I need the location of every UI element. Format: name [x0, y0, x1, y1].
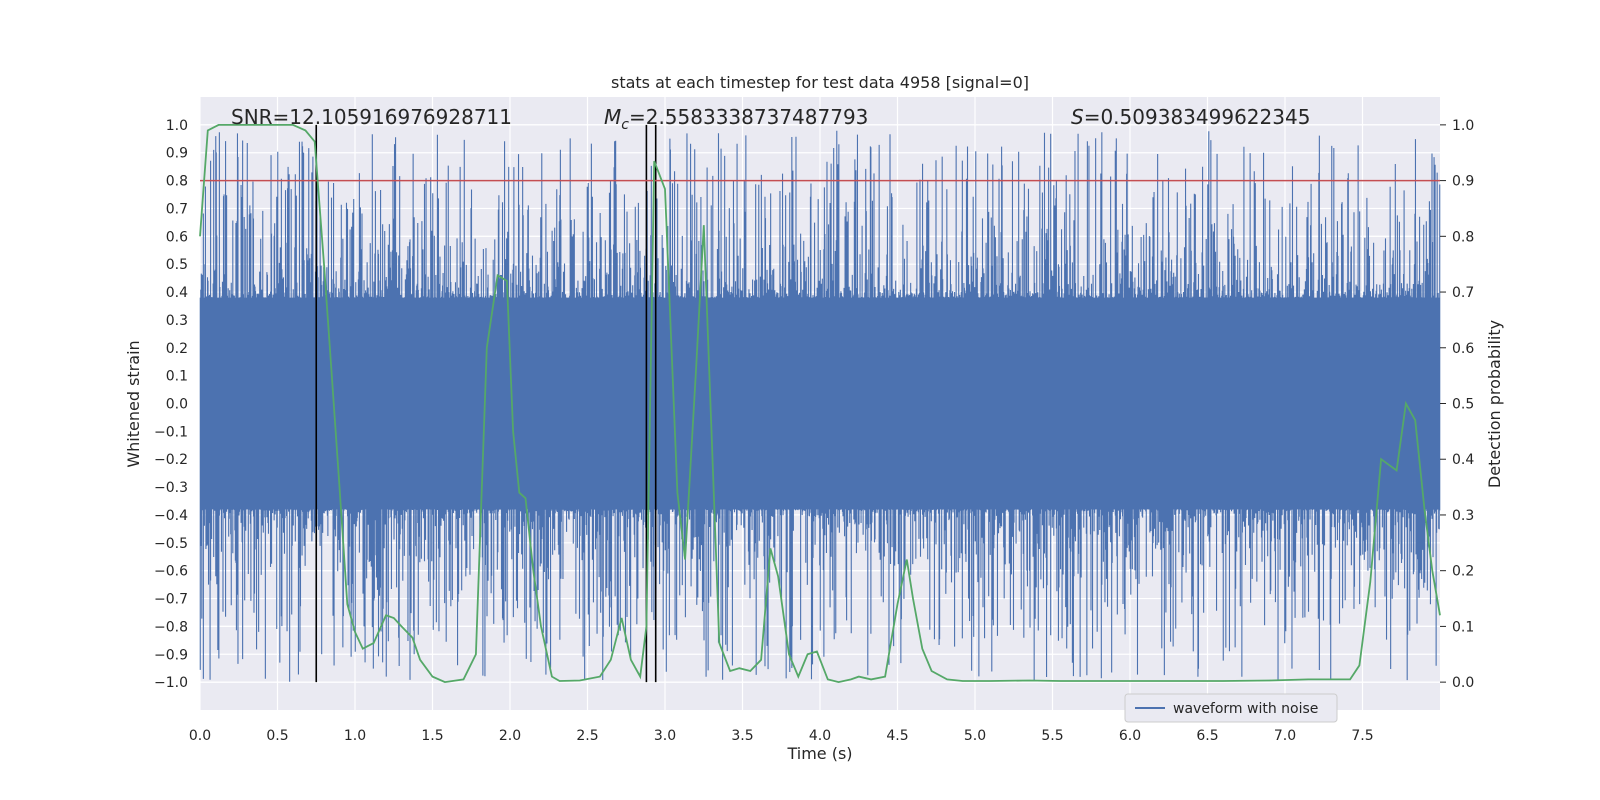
x-tick-label: 6.0 — [1119, 728, 1141, 744]
x-tick-labels: 0.0 0.5 1.0 1.5 2.0 2.5 3.0 3.5 4.0 4.5 5.0 5.5 6.0 6… — [189, 728, 1374, 744]
y-left-tick-label: −0.4 — [154, 508, 188, 524]
y-left-tick-label: 0.2 — [166, 341, 188, 357]
x-tick-label: 3.5 — [731, 728, 753, 744]
y-left-tick-label: −0.9 — [154, 647, 188, 663]
y-left-tick-labels: 1.0 0.9 0.8 0.7 0.6 0.5 0.4 0.3 0.2 0.1 0.0 −0.1 −0.… — [154, 118, 188, 691]
s-symbol: S — [1071, 105, 1084, 129]
x-tick-label: 1.0 — [344, 728, 366, 744]
y-left-tick-label: −0.7 — [154, 592, 188, 608]
y-left-tick-label: −0.2 — [154, 452, 188, 468]
chirp-mass-symbol: M — [604, 105, 621, 129]
x-tick-label: 7.5 — [1351, 728, 1373, 744]
y-left-tick-label: −1.0 — [154, 675, 188, 691]
chart-title: stats at each timestep for test data 495… — [611, 73, 1029, 92]
s-annotation: S=0.509383499622345 — [1071, 105, 1310, 129]
y-right-tick-label: 0.9 — [1452, 174, 1474, 190]
probability-series — [199, 124, 1441, 684]
legend-label: waveform with noise — [1173, 701, 1318, 717]
x-tick-label: 4.5 — [886, 728, 908, 744]
probability-line — [199, 124, 1441, 684]
x-tick-label: 2.5 — [576, 728, 598, 744]
waveform-series — [199, 130, 1441, 682]
y-left-tick-label: −0.1 — [154, 424, 188, 440]
x-tick-label: 2.0 — [499, 728, 521, 744]
y-right-tick-label: 0.5 — [1452, 397, 1474, 413]
y-right-tick-label: 0.4 — [1452, 452, 1474, 468]
x-tick-label: 0.5 — [266, 728, 288, 744]
x-tick-label: 7.0 — [1274, 728, 1296, 744]
x-axis-title: Time (s) — [786, 744, 852, 763]
legend-box — [1124, 693, 1338, 723]
y-left-tick-label: −0.8 — [154, 619, 188, 635]
y-left-tick-label: −0.6 — [154, 564, 188, 580]
snr-annotation: SNR=12.105916976928711 — [231, 105, 512, 129]
y-left-tick-label: 1.0 — [166, 118, 188, 134]
y-right-tick-labels: 1.0 0.9 0.8 0.7 0.6 0.5 0.4 0.3 0.2 0.1 0.0 — [1440, 118, 1474, 691]
y-left-tick-label: 0.8 — [166, 174, 188, 190]
y-right-tick-label: 0.6 — [1452, 341, 1474, 357]
waveform-line — [199, 130, 1441, 682]
y-left-axis-title: Whitened strain — [124, 340, 143, 467]
y-left-tick-label: 0.0 — [166, 397, 188, 413]
x-tick-label: 3.0 — [654, 728, 676, 744]
x-tick-label: 6.5 — [1196, 728, 1218, 744]
x-tick-label: 4.0 — [809, 728, 831, 744]
chirp-mass-annotation: Mc=2.5583338737487793 — [604, 105, 868, 133]
y-right-axis-title: Detection probability — [1485, 320, 1504, 488]
chirp-mass-subscript: c — [621, 117, 629, 133]
y-left-tick-label: 0.3 — [166, 313, 188, 329]
x-tick-label: 1.5 — [421, 728, 443, 744]
y-left-tick-label: 0.4 — [166, 285, 188, 301]
chirp-mass-value: =2.5583338737487793 — [629, 105, 868, 129]
y-left-tick-label: 0.1 — [166, 369, 188, 385]
y-right-tick-label: 0.8 — [1452, 229, 1474, 245]
y-left-tick-label: −0.5 — [154, 536, 188, 552]
x-tick-label: 0.0 — [189, 728, 211, 744]
y-left-tick-label: 0.7 — [166, 201, 188, 217]
y-left-tick-label: 0.6 — [166, 229, 188, 245]
y-right-tick-label: 0.0 — [1452, 675, 1474, 691]
y-left-tick-label: −0.3 — [154, 480, 188, 496]
y-right-tick-label: 0.1 — [1452, 619, 1474, 635]
x-tick-label: 5.5 — [1041, 728, 1063, 744]
y-right-tick-label: 0.3 — [1452, 508, 1474, 524]
s-value: =0.509383499622345 — [1084, 105, 1311, 129]
legend: waveform with noise — [1124, 693, 1338, 723]
x-tick-label: 5.0 — [964, 728, 986, 744]
y-left-tick-label: 0.9 — [166, 146, 188, 162]
y-right-tick-label: 1.0 — [1452, 118, 1474, 134]
y-right-tick-label: 0.2 — [1452, 564, 1474, 580]
y-right-tick-label: 0.7 — [1452, 285, 1474, 301]
y-left-tick-label: 0.5 — [166, 257, 188, 273]
